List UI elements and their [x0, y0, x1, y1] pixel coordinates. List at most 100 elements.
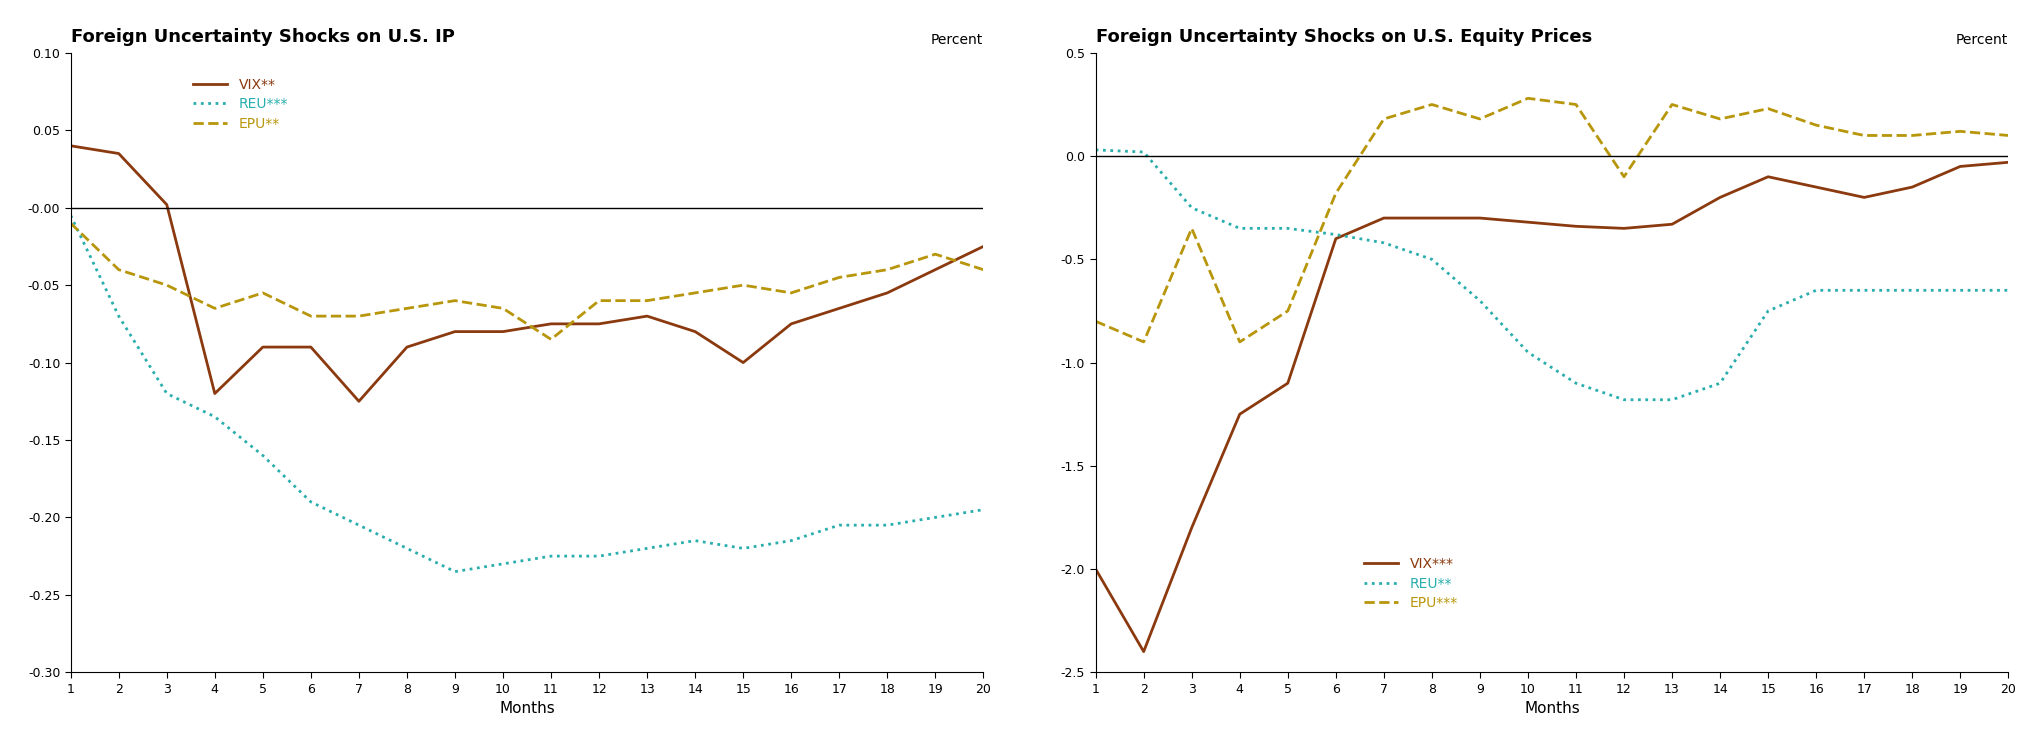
VIX***: [1275, 379, 1300, 388]
EPU***: [1275, 307, 1300, 315]
VIX***: [1660, 219, 1684, 228]
REU***: [347, 521, 372, 530]
VIX**: [924, 265, 948, 274]
VIX**: [779, 319, 803, 328]
EPU**: [732, 280, 756, 289]
VIX***: [1756, 173, 1780, 182]
EPU***: [1083, 317, 1108, 326]
EPU***: [1517, 94, 1541, 103]
EPU***: [1179, 224, 1204, 233]
REU***: [444, 567, 468, 576]
REU**: [1421, 255, 1445, 264]
REU***: [491, 559, 515, 568]
VIX**: [875, 289, 899, 298]
VIX***: [1372, 214, 1396, 222]
Line: EPU**: EPU**: [72, 223, 983, 339]
VIX***: [1083, 565, 1108, 574]
REU**: [1709, 379, 1733, 388]
EPU***: [1228, 338, 1253, 347]
EPU***: [1948, 127, 1972, 136]
EPU**: [540, 335, 564, 344]
Line: VIX**: VIX**: [72, 146, 983, 401]
REU***: [971, 505, 995, 514]
VIX**: [298, 343, 323, 352]
REU***: [59, 211, 84, 220]
REU***: [251, 451, 276, 460]
REU**: [1468, 296, 1492, 305]
EPU**: [298, 312, 323, 321]
EPU**: [587, 296, 611, 305]
Text: Percent: Percent: [1956, 33, 2009, 47]
VIX***: [1468, 214, 1492, 222]
EPU***: [1852, 131, 1876, 140]
REU**: [1228, 224, 1253, 233]
VIX**: [540, 319, 564, 328]
EPU**: [924, 250, 948, 259]
EPU**: [106, 265, 131, 274]
EPU**: [636, 296, 660, 305]
REU***: [106, 312, 131, 321]
EPU**: [875, 265, 899, 274]
REU***: [540, 551, 564, 560]
EPU***: [1660, 100, 1684, 109]
VIX***: [1132, 647, 1157, 656]
VIX***: [1901, 182, 1925, 191]
REU**: [1179, 203, 1204, 212]
VIX**: [394, 343, 419, 352]
Line: REU***: REU***: [72, 216, 983, 571]
VIX**: [251, 343, 276, 352]
REU***: [587, 551, 611, 560]
EPU**: [971, 265, 995, 274]
VIX***: [1325, 234, 1349, 243]
EPU**: [828, 273, 852, 282]
REU**: [1901, 286, 1925, 295]
REU**: [1275, 224, 1300, 233]
EPU***: [1132, 338, 1157, 347]
Line: EPU***: EPU***: [1096, 98, 2009, 342]
REU***: [155, 389, 180, 398]
EPU***: [1901, 131, 1925, 140]
VIX**: [106, 149, 131, 158]
REU**: [1083, 146, 1108, 155]
REU**: [1805, 286, 1829, 295]
REU**: [1132, 147, 1157, 156]
REU***: [683, 536, 707, 545]
VIX**: [828, 304, 852, 312]
Legend: VIX***, REU**, EPU***: VIX***, REU**, EPU***: [1357, 551, 1464, 616]
EPU**: [394, 304, 419, 312]
REU***: [202, 412, 227, 421]
REU**: [1325, 230, 1349, 239]
EPU***: [1756, 104, 1780, 113]
EPU**: [444, 296, 468, 305]
VIX**: [587, 319, 611, 328]
EPU**: [779, 289, 803, 298]
VIX***: [1564, 222, 1588, 231]
EPU**: [202, 304, 227, 312]
EPU**: [155, 280, 180, 289]
EPU**: [251, 289, 276, 298]
VIX***: [1709, 193, 1733, 202]
VIX**: [971, 242, 995, 251]
X-axis label: Months: Months: [499, 702, 554, 716]
REU**: [1517, 347, 1541, 356]
REU***: [732, 544, 756, 553]
EPU**: [491, 304, 515, 312]
REU**: [1372, 238, 1396, 247]
EPU***: [1613, 173, 1637, 182]
REU**: [1756, 307, 1780, 315]
REU***: [298, 498, 323, 507]
EPU***: [1564, 100, 1588, 109]
REU**: [1997, 286, 2022, 295]
REU**: [1564, 379, 1588, 388]
REU***: [394, 544, 419, 553]
EPU**: [59, 219, 84, 228]
VIX***: [1517, 218, 1541, 227]
REU***: [875, 521, 899, 530]
VIX**: [202, 389, 227, 398]
EPU***: [1421, 100, 1445, 109]
EPU**: [347, 312, 372, 321]
Text: Foreign Uncertainty Shocks on U.S. IP: Foreign Uncertainty Shocks on U.S. IP: [72, 28, 454, 46]
VIX***: [1228, 410, 1253, 419]
EPU***: [1805, 121, 1829, 129]
EPU***: [1997, 131, 2022, 140]
